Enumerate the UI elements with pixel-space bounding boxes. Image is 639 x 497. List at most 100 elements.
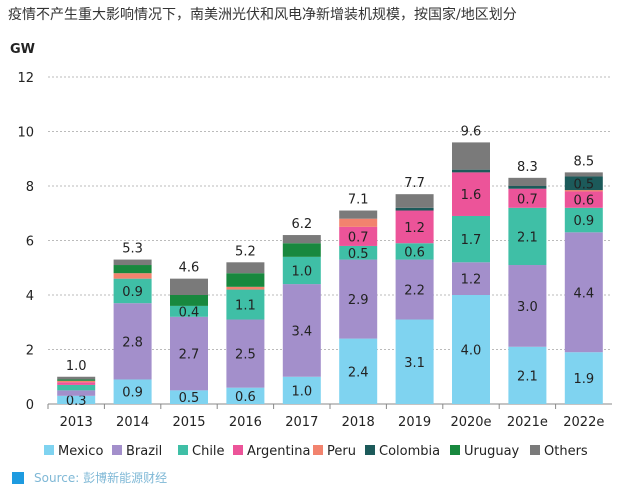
bar-segment-brazil [339,259,378,339]
total-label: 5.3 [122,242,143,257]
bar-segment-brazil [226,319,265,388]
total-label: 4.6 [179,261,200,276]
bar-segment-others [339,210,378,219]
data-label: 0.5 [573,177,594,192]
data-label: 3.0 [517,300,538,315]
bar-segment-mexico [226,387,265,404]
bar-segment-others [226,262,265,274]
data-label: 4.4 [573,286,594,301]
legend-swatch-peru [313,445,323,455]
data-label: 0.6 [235,390,256,405]
chart-title: 疫情不产生重大影响情况下，南美洲光伏和风电净新增装机规模，按国家/地区划分 [8,7,517,23]
y-tick-label: 2 [26,344,34,359]
bar-segment-chile [508,207,547,266]
data-label: 1.6 [461,188,482,203]
data-label: 0.4 [179,305,200,320]
bar-segment-brazil [508,265,547,347]
bar-segment-argentina [452,172,490,216]
data-label: 3.4 [291,324,312,339]
bar-segment-chile [170,305,208,317]
legend-label: Argentina [247,444,310,459]
y-tick-label: 8 [26,180,34,195]
bar-segment-brazil [564,232,603,353]
y-tick-label: 12 [17,71,34,86]
legend-swatch-brazil [112,445,122,455]
bar-segment-mexico [170,390,208,404]
data-label: 0.9 [122,285,143,300]
data-label: 2.2 [404,284,425,299]
bar-segment-chile [113,278,152,304]
data-label: 0.3 [66,394,87,409]
bar-segment-mexico [57,395,96,404]
data-label: 2.1 [517,369,538,384]
data-label: 1.1 [235,299,256,314]
bar-segment-others [452,142,490,170]
legend-swatch-argentina [233,445,243,455]
x-tick-label: 2013 [60,415,93,430]
x-tick-label: 2016 [229,415,262,430]
legend-label: Others [544,444,588,459]
bar-segment-chile [452,215,490,263]
bar-segment-chile [564,207,603,233]
legend-swatch-mexico [44,445,54,455]
data-label: 1.9 [573,372,594,387]
data-label: 2.7 [179,348,200,363]
data-label: 0.5 [348,247,369,262]
stacked-bar-chart: 0 2 4 6 8 10 12 2013 0.3 1.0 2014 0.9 2.8 0.9 5.3 2015 0… [17,71,612,459]
bar-segment-brazil [57,390,96,396]
bar-segment-peru [113,273,152,279]
bar-segment-colombia [395,207,434,211]
data-label: 0.5 [179,391,200,406]
bar-segment-colombia [508,186,547,189]
bar-segment-chile [282,256,321,285]
data-label: 2.8 [122,335,143,350]
bar-segment-others [57,376,96,380]
data-label: 2.4 [348,365,369,380]
legend-label: Uruguay [464,444,520,459]
bar-segment-others [113,259,152,266]
data-label: 4.0 [461,344,482,359]
total-label: 1.0 [66,359,87,374]
bar-segment-mexico [452,295,490,404]
bar-segment-argentina [508,188,547,208]
data-label: 0.9 [122,386,143,401]
bar-segment-mexico [395,319,434,404]
data-label: 2.9 [348,293,369,308]
bar-segment-mexico [113,379,152,404]
total-label: 6.2 [291,217,312,232]
y-axis-label: GW [10,42,36,57]
bar-segment-argentina [564,191,603,208]
y-tick-label: 4 [26,289,34,304]
bar-segment-peru [226,286,265,290]
bar-segment-brazil [170,316,208,391]
bar-segment-uruguay [226,273,265,287]
bar-segment-uruguay [57,379,96,381]
bar-segment-argentina [339,226,378,246]
bar-segment-mexico [508,346,547,404]
y-tick-label: 0 [26,398,34,413]
data-label: 1.7 [461,233,482,248]
bar-segment-uruguay [282,243,321,257]
legend-label: Colombia [379,444,440,459]
total-label: 7.7 [404,176,425,191]
legend-label: Brazil [126,444,162,459]
total-label: 7.1 [348,193,369,208]
total-label: 8.3 [517,160,538,175]
data-label: 0.9 [573,214,594,229]
data-label: 0.7 [348,230,369,245]
x-tick-label: 2014 [116,415,149,430]
bar-segment-chile [395,243,434,260]
source-text: Source: 彭博新能源财经 [34,471,168,485]
legend-label: Chile [192,444,225,459]
bar-segment-peru [564,190,603,192]
total-label: 9.6 [461,124,482,139]
total-label: 8.5 [573,154,594,169]
data-label: 2.5 [235,348,256,363]
bar-segment-argentina [395,210,434,244]
bar-segment-peru [57,380,96,383]
legend-swatch-uruguay [450,445,460,455]
bar-segment-mexico [282,376,321,404]
bar-segment-chile [226,289,265,320]
bar-segment-brazil [113,303,152,380]
